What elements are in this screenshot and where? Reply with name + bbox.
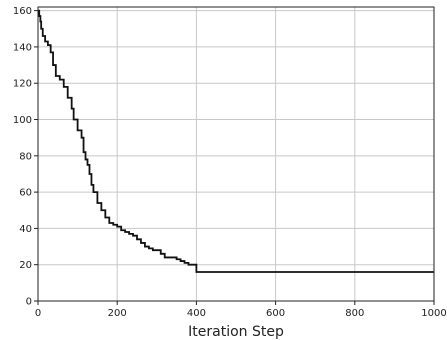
grid <box>37 7 435 302</box>
plot-frame <box>37 6 435 302</box>
series-line <box>38 9 434 273</box>
y-tick-label: 120 <box>13 79 32 90</box>
x-tick-label: 1000 <box>421 308 446 319</box>
y-tick-label: 40 <box>19 224 32 235</box>
y-tick-label: 80 <box>19 151 32 162</box>
x-tick-label: 400 <box>187 308 206 319</box>
y-tick-label: 0 <box>26 297 32 308</box>
x-tick-label: 600 <box>266 308 285 319</box>
x-tick-label: 200 <box>108 308 127 319</box>
y-tick-label: 140 <box>13 42 32 53</box>
y-tick-label: 160 <box>13 6 32 17</box>
x-tick-label: 800 <box>345 308 364 319</box>
series <box>38 9 434 273</box>
y-axis: 0 20 40 60 80 100 120 140 160 <box>13 6 38 308</box>
x-axis: 0 200 400 600 800 1000 <box>35 301 447 319</box>
x-axis-title: Iteration Step <box>188 324 284 340</box>
y-tick-label: 20 <box>19 260 32 271</box>
x-tick-label: 0 <box>35 308 41 319</box>
y-tick-label: 100 <box>13 115 32 126</box>
y-tick-label: 60 <box>19 188 32 199</box>
